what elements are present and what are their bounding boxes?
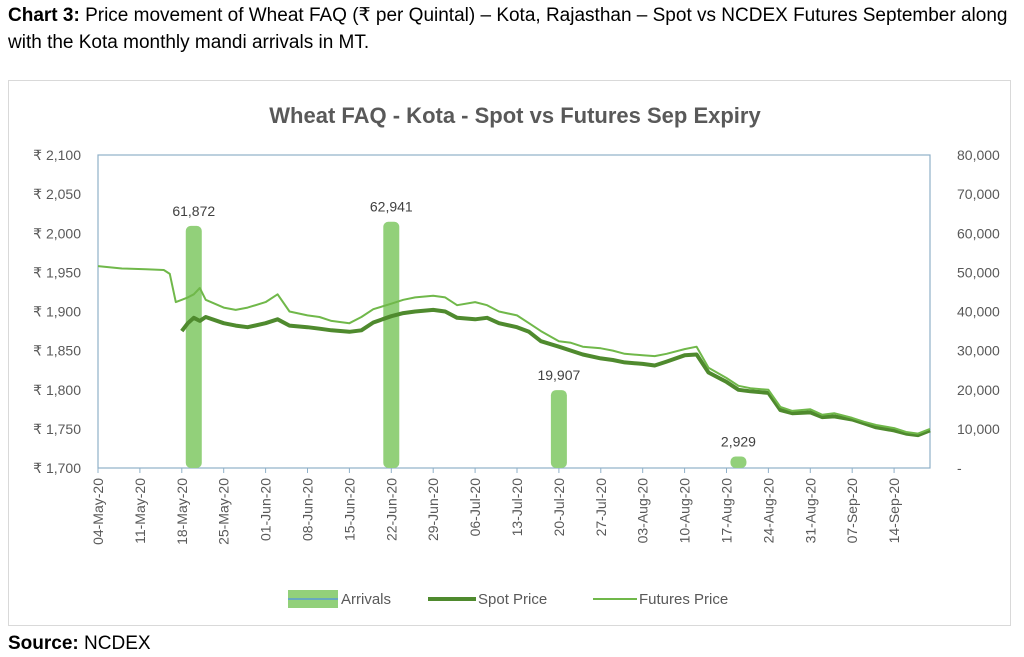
y-left-tick-label: ₹ 1,750 bbox=[33, 421, 81, 437]
arrivals-bar bbox=[185, 225, 202, 468]
x-tick-label: 29-Jun-20 bbox=[425, 478, 441, 541]
x-tick-label: 10-Aug-20 bbox=[677, 478, 693, 544]
x-tick-label: 14-Sep-20 bbox=[886, 478, 902, 544]
source-value: NCDEX bbox=[84, 633, 151, 654]
y-right-tick-label: 80,000 bbox=[957, 147, 1000, 163]
y-right-tick-label: 40,000 bbox=[957, 304, 1000, 320]
arrivals-bar bbox=[550, 390, 567, 468]
x-tick-label: 03-Aug-20 bbox=[635, 478, 651, 544]
source-note: Source: NCDEX bbox=[8, 632, 151, 656]
x-tick-label: 15-Jun-20 bbox=[341, 478, 357, 541]
y-left-tick-label: ₹ 2,000 bbox=[33, 225, 81, 241]
chart-frame: Wheat FAQ - Kota - Spot vs Futures Sep E… bbox=[8, 80, 1011, 626]
chart-heading-text: Price movement of Wheat FAQ (₹ per Quint… bbox=[8, 5, 1008, 53]
x-tick-label: 11-May-20 bbox=[132, 478, 148, 544]
x-tick-label: 18-May-20 bbox=[174, 478, 190, 545]
x-tick-label: 01-Jun-20 bbox=[258, 478, 274, 541]
y-right-tick-label: 20,000 bbox=[957, 382, 1000, 398]
price-arrivals-chart: Wheat FAQ - Kota - Spot vs Futures Sep E… bbox=[33, 103, 1000, 608]
arrivals-data-label: 2,929 bbox=[721, 434, 756, 450]
y-left-tick-label: ₹ 2,100 bbox=[33, 147, 81, 163]
futures-price-line bbox=[97, 265, 931, 435]
x-tick-label: 08-Jun-20 bbox=[299, 478, 315, 541]
arrivals-data-label: 19,907 bbox=[537, 367, 580, 383]
plot-area-border bbox=[97, 154, 931, 469]
y-right-tick-label: 60,000 bbox=[957, 225, 1000, 241]
x-tick-label: 20-Jul-20 bbox=[551, 478, 567, 537]
x-tick-label: 13-Jul-20 bbox=[509, 478, 525, 537]
x-tick-label: 24-Aug-20 bbox=[760, 478, 776, 544]
x-tick-label: 27-Jul-20 bbox=[593, 478, 609, 537]
chart-legend: Arrivals Spot Price Futures Price bbox=[288, 590, 728, 608]
x-tick-label: 07-Sep-20 bbox=[844, 478, 860, 544]
arrivals-data-label: 62,941 bbox=[370, 199, 413, 215]
x-tick-label: 22-Jun-20 bbox=[383, 478, 399, 541]
source-label: Source: bbox=[8, 633, 79, 654]
y-left-tick-label: ₹ 1,850 bbox=[33, 343, 81, 359]
y-left-tick-label: ₹ 1,950 bbox=[33, 264, 81, 280]
y-left-tick-label: ₹ 1,800 bbox=[33, 382, 81, 398]
chart-title: Wheat FAQ - Kota - Spot vs Futures Sep E… bbox=[269, 103, 761, 128]
x-tick-label: 04-May-20 bbox=[90, 478, 106, 545]
legend-spot-label: Spot Price bbox=[478, 591, 547, 608]
arrivals-data-label: 61,872 bbox=[172, 203, 215, 219]
x-tick-label: 25-May-20 bbox=[216, 478, 232, 545]
y-right-tick-label: 30,000 bbox=[957, 343, 1000, 359]
y-left-tick-label: ₹ 1,900 bbox=[33, 304, 81, 320]
y-right-tick-label: 10,000 bbox=[957, 421, 1000, 437]
y-left-tick-label: ₹ 2,050 bbox=[33, 186, 81, 202]
spot-price-line bbox=[180, 307, 931, 438]
x-tick-label: 31-Aug-20 bbox=[802, 478, 818, 544]
legend-arrivals-label: Arrivals bbox=[341, 591, 391, 608]
chart-number: Chart 3: bbox=[8, 5, 80, 26]
x-tick-label: 17-Aug-20 bbox=[718, 478, 734, 544]
y-right-tick-label: 50,000 bbox=[957, 264, 1000, 280]
chart-heading: Chart 3: Price movement of Wheat FAQ (₹ … bbox=[8, 2, 1013, 56]
y-left-tick-label: ₹ 1,700 bbox=[33, 460, 81, 476]
legend-futures-label: Futures Price bbox=[639, 591, 728, 608]
y-right-tick-label: 70,000 bbox=[957, 186, 1000, 202]
arrivals-bar bbox=[383, 221, 400, 468]
arrivals-bar bbox=[730, 456, 747, 468]
x-tick-label: 06-Jul-20 bbox=[467, 478, 483, 537]
y-right-tick-label: - bbox=[957, 460, 962, 476]
